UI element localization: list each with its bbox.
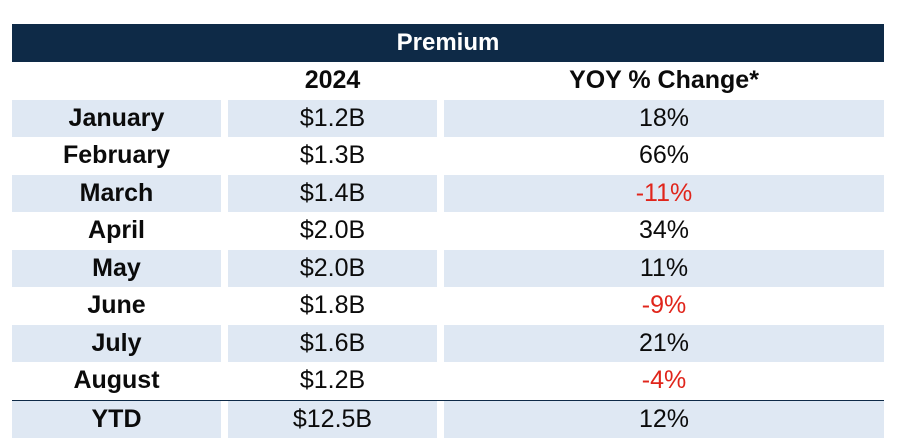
month-cell: February — [63, 141, 170, 170]
table-row: March $1.4B -11% — [12, 174, 884, 212]
total-yoy: 12% — [444, 400, 884, 438]
value-cell: $1.3B — [299, 141, 366, 170]
month-cell: July — [12, 324, 221, 362]
yoy-cell: 18% — [444, 99, 884, 137]
table-title: Premium — [12, 24, 884, 62]
month-cell: May — [12, 249, 221, 287]
value-cell: $1.2B — [228, 99, 437, 137]
total-label: YTD — [12, 400, 221, 438]
yoy-cell-negative: -9% — [641, 291, 687, 320]
total-value: $12.5B — [228, 400, 437, 438]
header-yoy: YOY % Change* — [569, 66, 759, 95]
table-row: April $2.0B 34% — [12, 212, 884, 250]
value-cell: $1.2B — [299, 366, 366, 395]
premium-table: Premium 2024 YOY % Change* January $1.2B… — [12, 24, 884, 438]
month-cell: January — [12, 99, 221, 137]
yoy-cell: 21% — [444, 324, 884, 362]
table-row: August $1.2B -4% — [12, 362, 884, 400]
table-row: July $1.6B 21% — [12, 324, 884, 362]
table-row: February $1.3B 66% — [12, 137, 884, 175]
value-cell: $1.8B — [299, 291, 366, 320]
yoy-cell-negative: -4% — [641, 366, 687, 395]
value-cell: $2.0B — [228, 249, 437, 287]
yoy-cell-negative: -11% — [444, 174, 884, 212]
yoy-cell: 11% — [444, 249, 884, 287]
value-cell: $1.6B — [228, 324, 437, 362]
header-row: 2024 YOY % Change* — [12, 62, 884, 100]
value-cell: $2.0B — [299, 216, 366, 245]
table-row: January $1.2B 18% — [12, 99, 884, 137]
month-cell: August — [73, 366, 160, 395]
table-row: June $1.8B -9% — [12, 287, 884, 325]
header-month — [12, 62, 221, 100]
month-cell: March — [12, 174, 221, 212]
header-year: 2024 — [304, 66, 361, 95]
total-row: YTD $12.5B 12% — [12, 399, 884, 438]
yoy-cell: 34% — [638, 216, 690, 245]
table-row: May $2.0B 11% — [12, 249, 884, 287]
month-cell: June — [87, 291, 146, 320]
value-cell: $1.4B — [228, 174, 437, 212]
month-cell: April — [88, 216, 145, 245]
yoy-cell: 66% — [638, 141, 690, 170]
